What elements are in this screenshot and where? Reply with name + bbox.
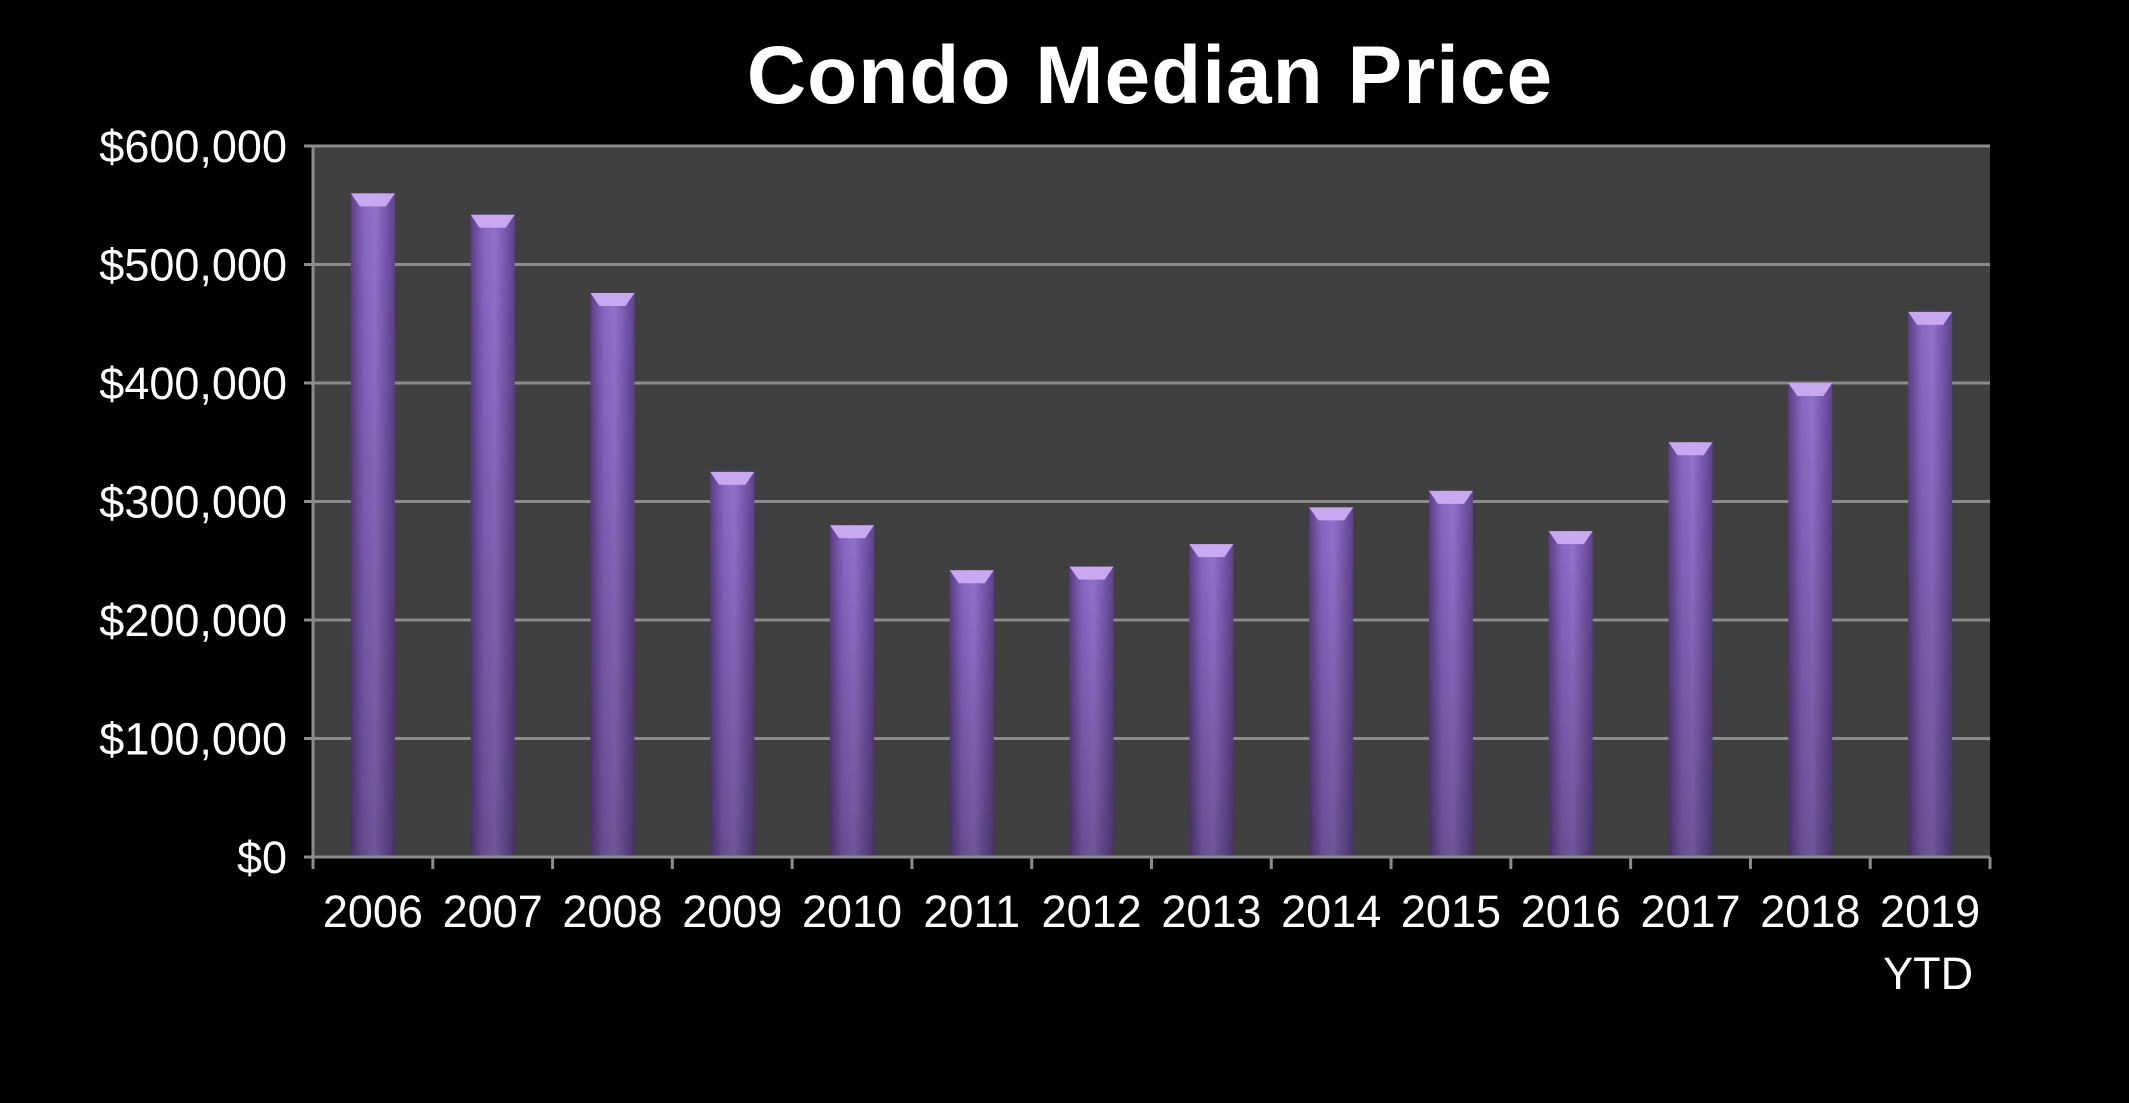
bar — [1309, 507, 1354, 857]
bar-shade — [1548, 531, 1593, 857]
x-tick-label: 2011 — [923, 886, 1020, 937]
x-tick-label: 2010 — [802, 886, 902, 937]
bar-top — [949, 570, 994, 584]
bar — [1548, 531, 1593, 857]
x-tick-label: 2014 — [1281, 886, 1381, 937]
bar — [1788, 383, 1833, 857]
bar-top — [1428, 490, 1473, 504]
bar-top — [350, 193, 395, 207]
bar-shade — [590, 292, 635, 857]
x-tick-label: 2006 — [323, 886, 423, 937]
y-tick-label: $0 — [237, 832, 287, 883]
x-tick-label: 2007 — [443, 886, 543, 937]
bar-shade — [949, 570, 994, 857]
bar-top — [1309, 507, 1354, 521]
bar-shade — [1309, 507, 1354, 857]
bar-top — [470, 214, 515, 228]
bar-top — [1668, 442, 1713, 456]
y-tick-label: $200,000 — [99, 595, 287, 646]
bar-shade — [470, 214, 515, 858]
bar-top — [1069, 566, 1114, 580]
bar — [590, 292, 635, 857]
bar — [470, 214, 515, 858]
x-tick-label: 2017 — [1640, 886, 1740, 937]
chart-title: Condo Median Price — [746, 30, 1554, 121]
bar-shade — [350, 193, 395, 857]
bar — [1069, 566, 1114, 857]
bar — [1189, 544, 1234, 857]
bar — [1668, 442, 1713, 857]
y-tick-label: $400,000 — [99, 358, 287, 409]
bar-shade — [1069, 566, 1114, 857]
x-tick-label: 2008 — [562, 886, 662, 937]
bar-top — [1788, 383, 1833, 396]
x-tick-label: 2018 — [1760, 886, 1860, 937]
bar — [949, 570, 994, 857]
y-tick-label: $100,000 — [99, 714, 287, 765]
bar-shade — [1668, 442, 1713, 857]
x-tick-label: 2016 — [1521, 886, 1621, 937]
y-tick-label: $600,000 — [99, 121, 287, 172]
x-tick-label: 2012 — [1042, 886, 1142, 937]
tick-labels: $0 $100,000 $200,000 $300,000 $400,000 $500,0… — [99, 121, 1980, 999]
bar-shade — [1908, 311, 1953, 857]
bar — [830, 525, 875, 857]
bar-shade — [1189, 544, 1234, 857]
y-tick-label: $300,000 — [99, 477, 287, 528]
bar-top — [1908, 311, 1953, 325]
x-tick-label: 2009 — [682, 886, 782, 937]
bar — [350, 193, 395, 857]
axes — [304, 144, 1992, 869]
bar — [710, 471, 755, 857]
x-tick-label: 2013 — [1161, 886, 1261, 937]
bar-top — [830, 525, 875, 539]
bar-top — [1189, 544, 1234, 558]
bar-top — [710, 471, 755, 485]
bar — [1908, 311, 1953, 857]
bar-top — [1548, 531, 1593, 545]
bars — [350, 193, 1953, 858]
bar-top — [590, 292, 635, 306]
bar-shade — [830, 525, 875, 857]
bar-shade — [710, 471, 755, 857]
x-tick-label: 2019 YTD — [1880, 886, 1980, 999]
bar-shade — [1428, 490, 1473, 857]
bar-shade — [1788, 383, 1833, 857]
bar — [1428, 490, 1473, 857]
x-tick-label: 2015 — [1401, 886, 1501, 937]
y-tick-label: $500,000 — [99, 240, 287, 291]
